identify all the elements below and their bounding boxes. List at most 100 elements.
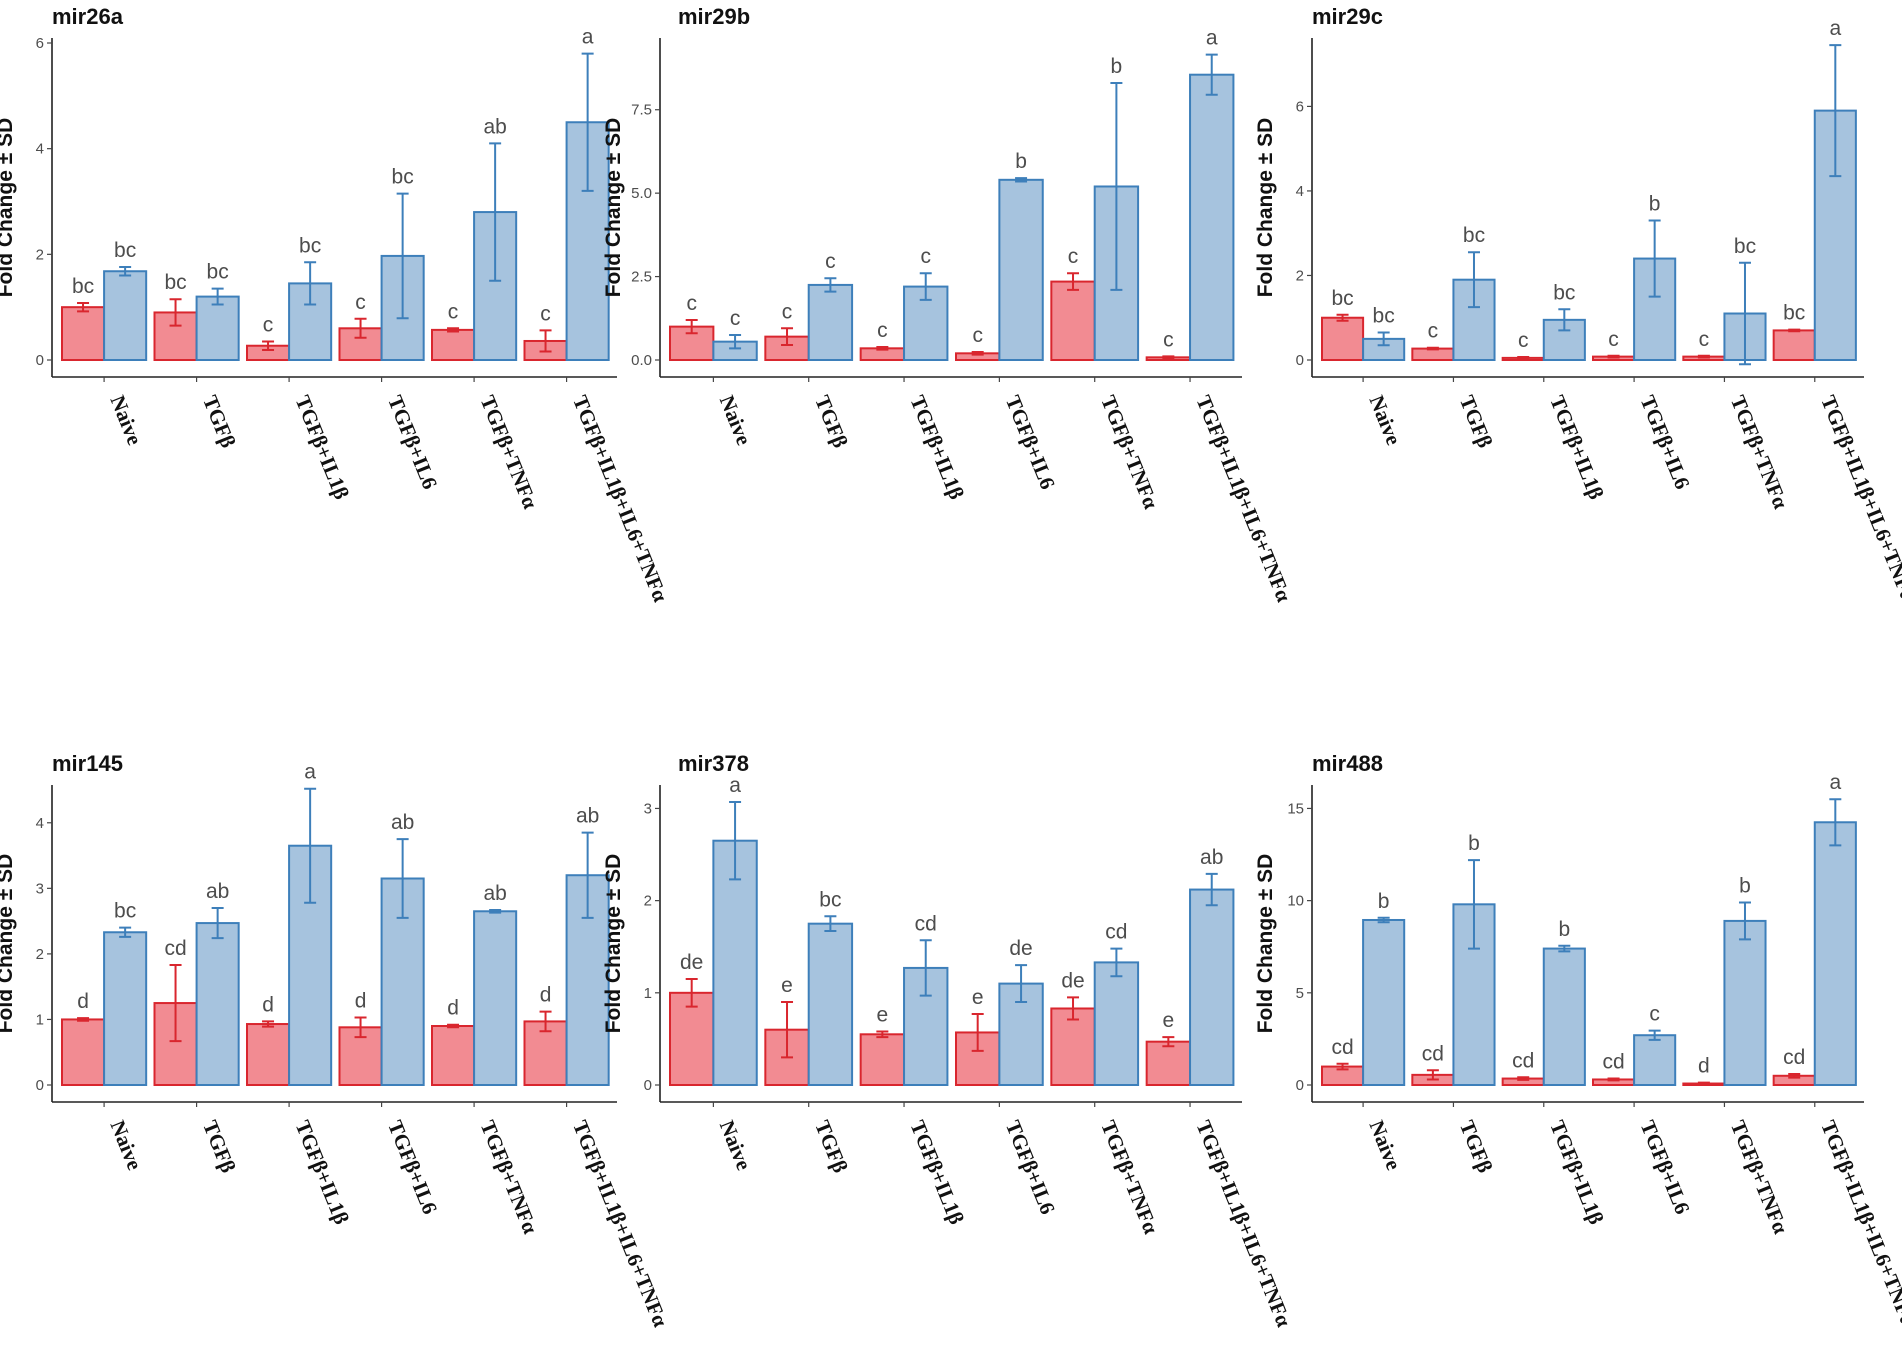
error-bar xyxy=(1377,916,1390,924)
y-tick-label: 5.0 xyxy=(631,185,652,202)
bar-red xyxy=(431,328,476,362)
error-bar xyxy=(1205,872,1218,907)
bar-red xyxy=(246,1023,291,1086)
significance-label: a xyxy=(582,26,594,49)
y-tick-label: 2 xyxy=(36,946,44,963)
error-bar xyxy=(169,298,182,327)
significance-label: c xyxy=(1699,328,1710,351)
error-bar xyxy=(1067,272,1080,291)
significance-label: d xyxy=(262,993,274,1016)
significance-label: c xyxy=(1649,1003,1660,1026)
x-tick-label: TGFβ+TNFα xyxy=(1096,392,1163,512)
error-bar xyxy=(1788,1072,1801,1079)
error-bar xyxy=(1162,1036,1175,1048)
bar-red xyxy=(1145,1040,1192,1086)
bar-blue xyxy=(807,283,854,361)
x-tick-label: TGFβ+IL1β+IL6+TNFα xyxy=(568,1117,673,1330)
error-bar xyxy=(1110,947,1123,978)
bar-red xyxy=(431,1025,476,1086)
significance-label: de xyxy=(1061,969,1084,992)
x-tick-label: TGFβ+IL6 xyxy=(383,1117,442,1218)
significance-label: ab xyxy=(391,811,414,834)
error-bar xyxy=(824,277,837,293)
significance-label: bc xyxy=(1331,287,1353,310)
error-bar xyxy=(971,350,984,356)
error-bar xyxy=(1788,328,1801,333)
bar-red xyxy=(61,306,106,361)
significance-label: a xyxy=(304,761,316,784)
x-tick-label: TGFβ+TNFα xyxy=(1096,1117,1163,1237)
y-tick-label: 0.0 xyxy=(631,352,652,369)
x-tick-label: Naive xyxy=(1364,392,1405,449)
significance-label: c xyxy=(972,324,983,347)
y-tick-label: 4 xyxy=(36,815,44,832)
significance-label: e xyxy=(1163,1009,1175,1032)
significance-label: c xyxy=(1163,328,1174,351)
x-tick-label: TGFβ+TNFα xyxy=(1726,392,1793,512)
chart-title: mir378 xyxy=(678,751,749,776)
bar-blue xyxy=(103,931,148,1086)
y-axis-label: Fold Change ± SD xyxy=(1254,118,1277,298)
error-bar xyxy=(1517,1076,1530,1081)
significance-label: de xyxy=(680,951,703,974)
error-bar xyxy=(169,964,182,1043)
x-tick-label: TGFβ+TNFα xyxy=(1726,1117,1793,1237)
significance-label: e xyxy=(972,986,984,1009)
error-bar xyxy=(447,327,460,333)
x-tick-label: TGFβ+IL1β+IL6+TNFα xyxy=(1816,392,1902,605)
error-bar xyxy=(262,340,275,351)
error-bar xyxy=(447,1023,460,1029)
y-tick-label: 2 xyxy=(1296,267,1304,284)
error-bar xyxy=(876,1030,889,1039)
significance-label: cd xyxy=(1105,921,1127,944)
significance-label: bc xyxy=(1734,235,1756,258)
y-tick-label: 15 xyxy=(1287,800,1304,817)
significance-label: b xyxy=(1739,874,1751,897)
bar-blue xyxy=(807,922,854,1086)
chart-title: mir488 xyxy=(1312,751,1383,776)
significance-label: c xyxy=(877,319,888,342)
significance-label: c xyxy=(825,250,836,273)
x-tick-label: TGFβ+IL1β+IL6+TNFα xyxy=(1191,392,1296,605)
y-tick-label: 6 xyxy=(36,35,44,52)
significance-label: c xyxy=(355,291,366,314)
error-bar xyxy=(971,1013,984,1052)
error-bar xyxy=(1467,251,1480,309)
y-tick-label: 4 xyxy=(36,141,44,158)
y-tick-label: 3 xyxy=(36,880,44,897)
x-tick-label: TGFβ+IL1β xyxy=(290,392,353,503)
error-bar xyxy=(211,907,224,940)
x-tick-label: TGFβ+TNFα xyxy=(475,392,542,512)
significance-label: bc xyxy=(114,239,136,262)
y-axis-label: Fold Change ± SD xyxy=(0,118,17,298)
error-bar xyxy=(354,1016,367,1039)
bar-blue xyxy=(1452,278,1496,361)
error-bar xyxy=(729,333,742,350)
bar-blue xyxy=(1362,918,1406,1086)
error-bar xyxy=(489,908,502,914)
y-axis-label: Fold Change ± SD xyxy=(602,118,625,298)
significance-label: c xyxy=(1428,320,1439,343)
significance-label: bc xyxy=(207,261,229,284)
significance-label: d xyxy=(447,997,459,1020)
significance-label: bc xyxy=(72,275,94,298)
error-bar xyxy=(1377,331,1390,347)
significance-label: de xyxy=(1009,937,1032,960)
significance-label: d xyxy=(1698,1055,1710,1078)
significance-label: bc xyxy=(1373,305,1395,328)
significance-label: c xyxy=(730,307,741,330)
x-tick-label: TGFβ+IL6 xyxy=(1001,1117,1060,1218)
error-bar xyxy=(1336,313,1349,322)
error-bar xyxy=(77,1017,90,1022)
chart-panel-mir145: mir145 Fold Change ± SD 0 1 2 3 4 Naive d bc TGFβ c… xyxy=(0,751,673,1330)
significance-label: a xyxy=(729,774,741,797)
bar-blue xyxy=(1542,947,1586,1086)
significance-label: c xyxy=(448,300,459,323)
significance-label: bc xyxy=(1553,281,1575,304)
bar-red xyxy=(61,1018,106,1087)
bar-blue xyxy=(195,922,240,1086)
significance-label: bc xyxy=(114,900,136,923)
error-bar xyxy=(1517,356,1530,360)
y-tick-label: 0 xyxy=(1296,1077,1304,1094)
